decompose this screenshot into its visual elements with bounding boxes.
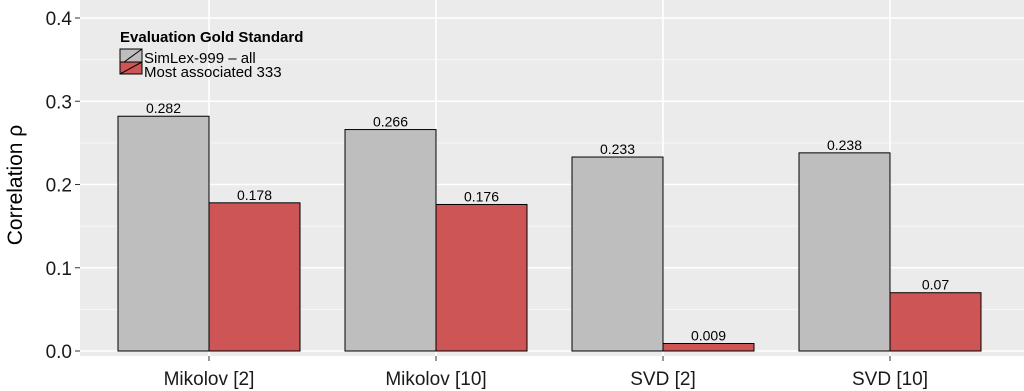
y-tick-label: 0.3 xyxy=(46,92,72,113)
legend-swatch-slash xyxy=(119,61,143,75)
y-axis-title: Correlation ρ xyxy=(4,125,27,246)
bar xyxy=(889,292,982,352)
bar-value-label: 0.282 xyxy=(146,100,181,116)
bar xyxy=(117,115,210,352)
bar-value-label: 0.266 xyxy=(373,114,408,130)
bars xyxy=(117,115,982,352)
y-tick-label: 0.2 xyxy=(46,176,72,197)
legend-item-simlex: SimLex-999 – all xyxy=(119,48,256,67)
bar xyxy=(571,156,664,352)
bar-value-label: 0.009 xyxy=(691,328,726,344)
bar-value-label: 0.178 xyxy=(237,187,272,203)
bar-value-label: 0.176 xyxy=(464,188,499,204)
bar xyxy=(208,202,301,352)
legend-item-most-associated: Most associated 333 xyxy=(119,61,282,81)
bar xyxy=(798,152,891,352)
bar xyxy=(435,203,528,352)
y-tick-label: 0.4 xyxy=(46,9,73,30)
legend-label-simlex: SimLex-999 – all xyxy=(144,50,256,67)
x-tick-label: Mikolov [2] xyxy=(164,369,255,390)
bar-value-label: 0.238 xyxy=(827,137,862,153)
y-tick-label: 0.1 xyxy=(46,259,72,280)
data-labels: 0.282 0.178 0.266 0.176 0.233 0.009 0.238 0.07 xyxy=(146,100,949,343)
legend: Evaluation Gold Standard SimLex-999 – al… xyxy=(119,29,303,81)
x-tick-label: Mikolov [10] xyxy=(385,369,486,390)
x-axis: Mikolov [2] Mikolov [10] SVD [2] SVD [10] xyxy=(164,356,928,390)
y-axis: 0.0 0.1 0.2 0.3 0.4 xyxy=(46,9,80,363)
bar xyxy=(344,129,437,352)
legend-title: Evaluation Gold Standard xyxy=(120,29,303,46)
x-tick-label: SVD [10] xyxy=(852,369,928,390)
y-tick-label: 0.0 xyxy=(46,342,72,363)
bar-value-label: 0.07 xyxy=(922,277,949,293)
bar-value-label: 0.233 xyxy=(600,141,635,157)
legend-label-most-associated: Most associated 333 xyxy=(144,64,282,81)
x-tick-label: SVD [2] xyxy=(630,369,695,390)
bar xyxy=(662,343,755,352)
